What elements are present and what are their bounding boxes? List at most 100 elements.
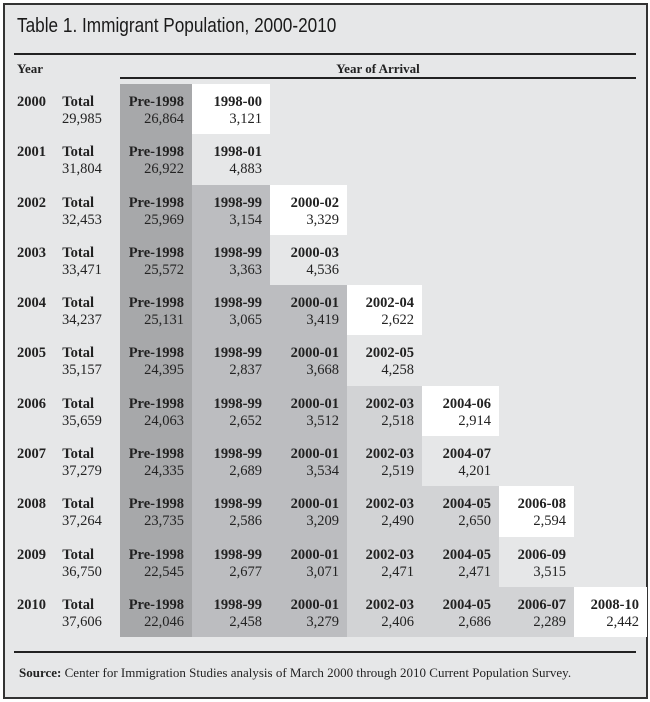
arrival-cell: Pre-1998 26,922: [120, 134, 192, 185]
total-value: 29,985: [62, 111, 102, 127]
arrival-count: 2,519: [381, 463, 414, 480]
arrival-period: 2000-01: [290, 546, 339, 563]
arrival-cell: 2002-03 2,471: [347, 536, 422, 587]
arrival-period: Pre-1998: [128, 395, 184, 412]
year-cell: 2007: [17, 446, 46, 463]
total-cell: Total 35,157: [62, 335, 102, 385]
arrival-period: 2004-05: [442, 496, 491, 513]
total-value: 37,279: [62, 463, 102, 480]
arrival-count: 22,545: [144, 563, 184, 580]
arrival-count: 2,518: [381, 412, 414, 429]
arrival-count: 4,883: [229, 161, 262, 178]
arrival-cell: 1998-99 3,154: [192, 184, 270, 235]
arrival-count: 3,363: [229, 261, 262, 278]
arrival-cell: 2000-03 4,536: [270, 235, 347, 285]
year-cell: 2000: [17, 94, 46, 110]
year-cell: 2008: [17, 496, 46, 513]
arrival-cell: 2002-03 2,490: [347, 486, 422, 537]
arrival-count: 3,209: [306, 513, 339, 530]
arrival-cell: 2000-01 3,668: [270, 335, 347, 386]
arrival-count: 2,490: [381, 513, 414, 530]
arrival-count: 2,471: [381, 563, 414, 580]
total-cell: Total 36,750: [62, 537, 102, 587]
data-table: 2000 Total 29,985 Pre-1998 26,864 1998-00 3,12…: [17, 84, 647, 638]
arrival-period: 1998-00: [213, 94, 262, 110]
arrival-cell: Pre-1998 25,969: [120, 184, 192, 235]
total-label: Total: [62, 244, 94, 261]
arrival-period: 2000-02: [290, 194, 339, 211]
arrival-period: 2000-01: [290, 295, 339, 312]
arrival-count: 2,652: [229, 412, 262, 429]
arrival-period: 2000-01: [290, 345, 339, 362]
arrival-count: 3,065: [229, 312, 262, 329]
arrival-count: 3,121: [229, 111, 262, 127]
arrival-cell: 2006-07 2,289: [499, 586, 574, 638]
arrival-period: 2002-04: [365, 295, 414, 312]
total-value: 37,264: [62, 513, 102, 530]
total-value: 37,606: [62, 613, 102, 630]
arrival-count: 3,668: [306, 362, 339, 379]
arrival-count: 23,735: [144, 513, 184, 530]
arrival-count: 26,922: [144, 161, 184, 178]
arrival-period: Pre-1998: [128, 244, 184, 261]
total-label: Total: [62, 496, 94, 513]
arrival-count: 24,395: [144, 362, 184, 379]
arrival-count: 2,586: [229, 513, 262, 530]
total-cell: Total 35,659: [62, 386, 102, 436]
arrival-period: Pre-1998: [128, 446, 184, 463]
arrival-period: 1998-99: [213, 496, 262, 513]
arrival-count: 2,442: [606, 613, 639, 630]
arrival-period: 1998-99: [213, 446, 262, 463]
source-text: Center for Immigration Studies analysis …: [61, 665, 572, 680]
table-frame: Table 1. Immigrant Population, 2000-2010…: [3, 3, 648, 699]
arrival-period: 2002-05: [365, 345, 414, 362]
arrival-count: 2,406: [381, 613, 414, 630]
arrival-cell: 2008-10 2,442: [574, 586, 647, 638]
total-label: Total: [62, 144, 94, 161]
arrival-cell: 1998-99 2,837: [192, 335, 270, 386]
arrival-period: 2004-06: [442, 395, 491, 412]
arrival-count: 3,329: [306, 211, 339, 228]
total-cell: Total 37,264: [62, 486, 102, 536]
arrival-cell: 2002-03 2,519: [347, 436, 422, 487]
arrival-period: 2000-01: [290, 395, 339, 412]
arrival-period: 2000-01: [290, 596, 339, 613]
arrival-cell: Pre-1998 25,131: [120, 285, 192, 336]
arrival-cell: 2000-01 3,534: [270, 436, 347, 487]
source-note: Source: Center for Immigration Studies a…: [19, 665, 571, 681]
arrival-cell: 2006-09 3,515: [499, 537, 574, 587]
arrival-period: 2004-05: [442, 546, 491, 563]
year-cell: 2005: [17, 345, 46, 362]
arrival-cell: 2002-03 2,518: [347, 385, 422, 437]
total-label: Total: [62, 345, 94, 362]
total-cell: Total 34,237: [62, 285, 102, 335]
arrival-period: 1998-99: [213, 596, 262, 613]
arrival-count: 3,515: [533, 563, 566, 580]
arrival-cell: 1998-99 2,458: [192, 586, 270, 638]
arrival-count: 3,154: [229, 211, 262, 228]
arrival-cell: 2000-01 3,512: [270, 385, 347, 437]
arrival-count: 2,837: [229, 362, 262, 379]
total-label: Total: [62, 295, 94, 312]
arrival-period: Pre-1998: [128, 496, 184, 513]
total-label: Total: [62, 546, 94, 563]
arrival-count: 2,686: [458, 613, 491, 630]
arrival-cell: Pre-1998 24,395: [120, 335, 192, 386]
year-cell: 2010: [17, 596, 46, 613]
arrival-count: 2,677: [229, 563, 262, 580]
year-cell: 2003: [17, 244, 46, 261]
arrival-cell: 1998-01 4,883: [192, 134, 270, 184]
header-divider: [120, 77, 636, 79]
arrival-cell: 2004-05 2,686: [422, 586, 499, 638]
arrival-period: 1998-99: [213, 345, 262, 362]
arrival-count: 2,458: [229, 613, 262, 630]
total-cell: Total 32,453: [62, 185, 102, 235]
footer-divider: [14, 651, 636, 653]
arrival-period: Pre-1998: [128, 194, 184, 211]
arrival-period: 1998-99: [213, 244, 262, 261]
arrival-count: 2,914: [458, 412, 491, 429]
year-cell: 2009: [17, 546, 46, 563]
arrival-period: 2000-01: [290, 446, 339, 463]
arrival-period: Pre-1998: [128, 144, 184, 161]
year-cell: 2004: [17, 295, 46, 312]
